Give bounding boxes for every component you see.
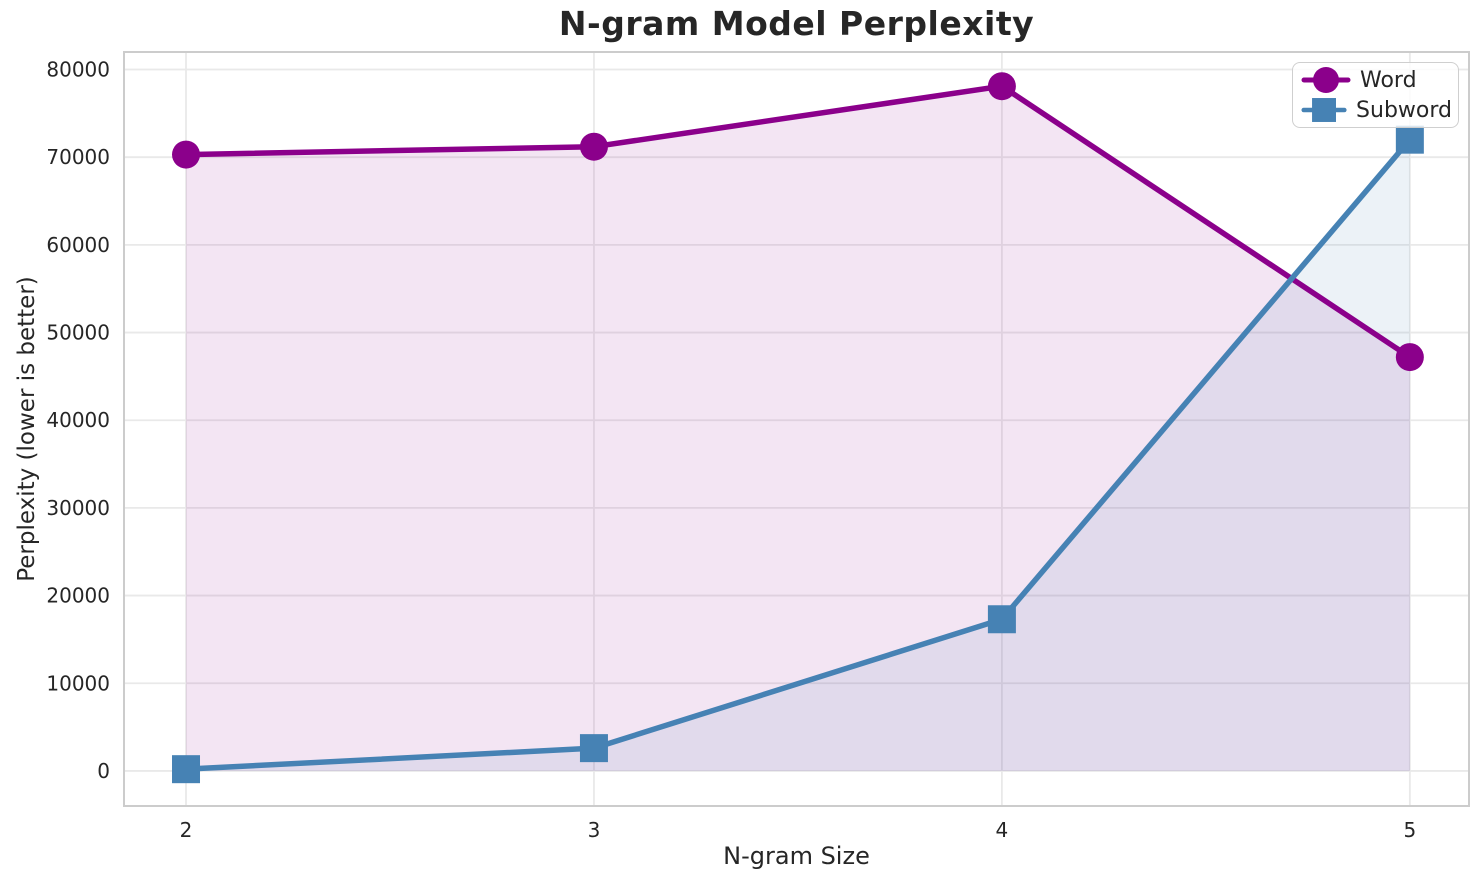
legend-item-subword: Subword (1301, 95, 1452, 125)
y-tick-label-0: 0 (97, 759, 110, 783)
legend-label-word: Word (1360, 67, 1417, 93)
plot-background (124, 52, 1469, 806)
x-tick-label-5: 5 (1403, 818, 1416, 842)
y-tick-label-30000: 30000 (46, 496, 110, 520)
legend: Word Subword (1292, 62, 1459, 128)
y-tick-label-80000: 80000 (46, 58, 110, 82)
subword-line (183, 136, 1413, 772)
y-tick-label-20000: 20000 (46, 584, 110, 608)
y-tick-label-70000: 70000 (46, 145, 110, 169)
x-axis-label: N-gram Size (723, 842, 870, 870)
legend-item-word: Word (1301, 65, 1452, 95)
subword-point-x5 (1395, 125, 1424, 154)
word-line-circle-marker-icon (1301, 67, 1351, 93)
subword-line-square-marker-icon (1301, 98, 1347, 122)
subword-legend-marker (1312, 98, 1336, 122)
legend-label-subword: Subword (1356, 97, 1452, 123)
x-tick-label-3: 3 (588, 818, 601, 842)
word-point-x5 (1395, 343, 1424, 372)
x-tick-label-4: 4 (996, 818, 1009, 842)
y-tick-label-50000: 50000 (46, 321, 110, 345)
word-line (183, 83, 1413, 360)
y-tick-label-10000: 10000 (46, 671, 110, 695)
x-tick-label-2: 2 (180, 818, 193, 842)
word-point-x2 (172, 140, 201, 169)
axes-spine (123, 51, 1470, 807)
chart-title: N-gram Model Perplexity (558, 4, 1035, 43)
word-point-x4 (987, 72, 1016, 101)
y-tick-label-40000: 40000 (46, 408, 110, 432)
word-legend-marker (1313, 67, 1339, 93)
subword-point-x4 (987, 605, 1016, 634)
word-point-x3 (579, 132, 608, 161)
y-axis-label: Perplexity (lower is better) (14, 276, 40, 582)
y-tick-label-60000: 60000 (46, 233, 110, 257)
subword-point-x3 (579, 734, 608, 763)
subword-point-x2 (172, 755, 201, 784)
word-area-fill (186, 86, 1410, 771)
subword-area-fill (186, 139, 1410, 771)
